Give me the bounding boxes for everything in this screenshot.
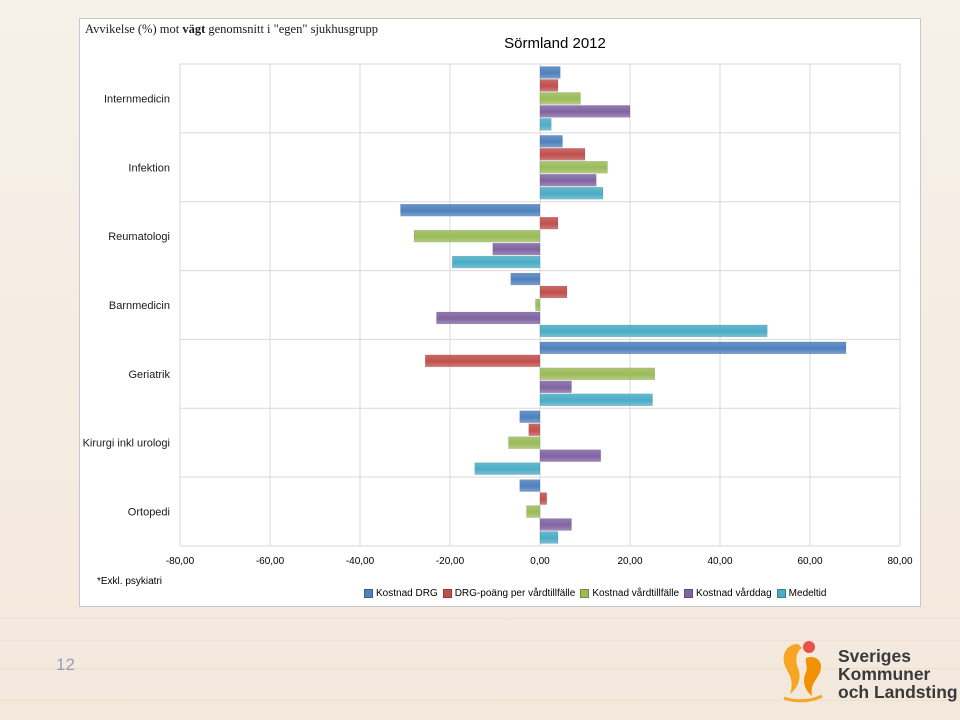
legend-entry: DRG-poäng per vårdtillfälle [442, 587, 576, 599]
skl-logo-icon [783, 641, 823, 703]
background-stripe [0, 640, 960, 641]
legend-label: Kostnad DRG [376, 587, 438, 599]
chart-frame [79, 18, 921, 607]
legend-entry: Kostnad DRG [364, 588, 438, 599]
legend-swatch [442, 588, 452, 598]
legend-swatch [684, 588, 694, 598]
legend-label: Kostnad vårddag [696, 587, 772, 599]
background-stripe [0, 668, 960, 669]
legend-label: Kostnad vårdtillfälle [592, 587, 680, 599]
legend-label: Medeltid [788, 587, 827, 599]
legend-entry: Medeltid [776, 587, 827, 599]
legend-label: DRG-poäng per vårdtillfälle [454, 587, 576, 599]
legend-entry: Kostnad vårdtillfälle [580, 588, 679, 599]
footnote: *Exkl. psykiatri [97, 576, 163, 587]
logo-text-line: Sveriges [838, 646, 911, 666]
legend-swatch [776, 588, 786, 598]
legend-swatch [364, 588, 373, 598]
chart-title: Sörmland 2012 [504, 35, 606, 52]
logo-text-line: Kommuner [838, 664, 931, 684]
page-number: 12 [56, 655, 75, 674]
legend-swatch [580, 588, 590, 598]
chart-subtitle: Avvikelse (%) mot vägt genomsnitt i "ege… [85, 22, 378, 36]
background-stripe [0, 700, 960, 701]
logo-text-line: och Landsting [838, 682, 958, 702]
legend-entry: Kostnad vårddag [684, 588, 772, 599]
chart-legend: Kostnad DRG DRG-poäng per vårdtillfälle Ko… [364, 586, 831, 600]
background-stripe [0, 618, 960, 619]
